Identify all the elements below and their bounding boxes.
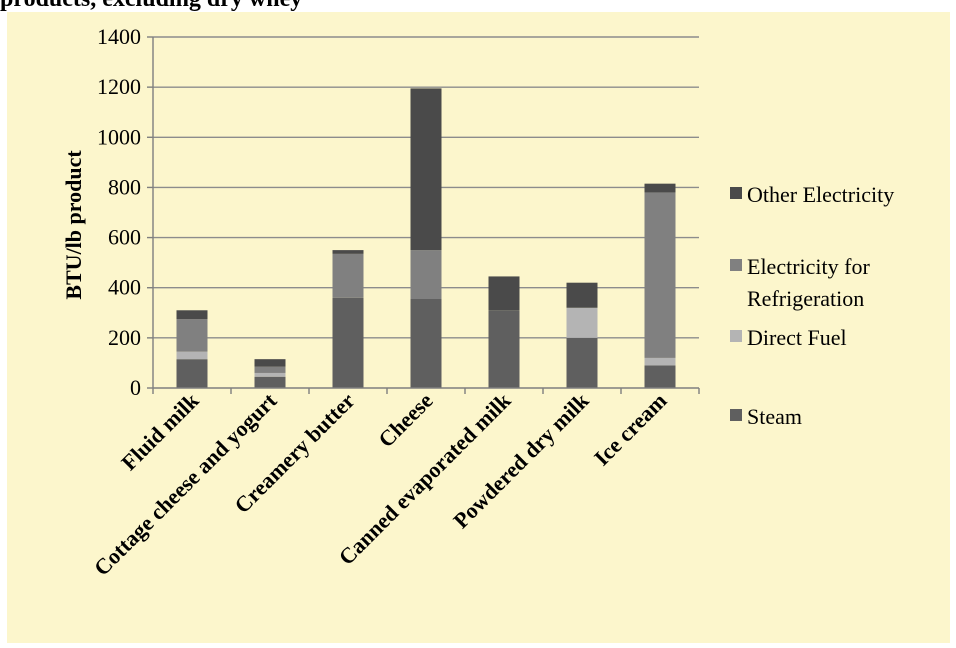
bar-direct-fuel-2 [254,372,286,377]
bar-other-electricity-5 [488,276,520,311]
x-category-label-7: Ice cream [589,388,672,471]
bar-electricity-for-refrigeration-2 [254,366,286,373]
chart-title: products, excluding dry whey [0,0,302,13]
legend-label-steam: Steam [747,404,802,429]
bar-electricity-for-refrigeration-7 [644,192,676,358]
bar-other-electricity-3 [332,250,364,254]
y-tick-label-600: 600 [108,225,141,250]
legend: Other Electricity Electricity for Refriger… [730,182,894,429]
bar-steam-7 [644,365,676,388]
y-tick-labels: 0 200 400 600 800 1000 1200 1400 [97,24,141,400]
bar-steam-6 [566,337,598,388]
legend-swatch-direct-fuel [730,330,742,342]
bar-steam-4 [410,298,442,388]
bar-direct-fuel-1 [176,351,208,360]
bar-direct-fuel-6 [566,307,598,338]
chart-area: 0 200 400 600 800 1000 1200 1400 Fluid milk Cott… [7,12,950,643]
legend-label-line: Other Electricity [747,182,894,207]
y-tick-label-0: 0 [130,375,141,400]
y-tick-label-200: 200 [108,325,141,350]
y-tick-label-1400: 1400 [97,24,141,49]
bar-electricity-for-refrigeration-4 [410,250,442,299]
legend-swatch-other-electricity [730,187,742,199]
y-tick-label-800: 800 [108,174,141,199]
bar-steam-3 [332,297,364,388]
legend-label-direct-fuel: Direct Fuel [747,325,847,350]
stacked-bar-chart: 0 200 400 600 800 1000 1200 1400 Fluid milkCott… [61,24,894,581]
legend-swatch-electricity-for-refrigeration [730,259,742,271]
axes [147,36,700,394]
legend-swatch-steam [730,409,742,421]
y-tick-label-1200: 1200 [97,74,141,99]
legend-label-other-electricity: Other Electricity [747,182,894,207]
bar-electricity-for-refrigeration-1 [176,319,208,352]
bar-other-electricity-1 [176,310,208,320]
bar-steam-1 [176,359,208,388]
legend-label-line: Electricity for [747,254,870,279]
bar-electricity-for-refrigeration-3 [332,253,364,298]
bar-other-electricity-4 [410,88,442,251]
legend-label-line: Steam [747,404,802,429]
legend-label-electricity-for-refrigeration: Electricity for Refrigeration [747,254,870,311]
bar-steam-2 [254,376,286,388]
bar-direct-fuel-7 [644,357,676,366]
y-tick-label-1000: 1000 [97,124,141,149]
legend-label-line: Direct Fuel [747,325,847,350]
x-category-label-4: Cheese [373,388,437,452]
y-tick-label-400: 400 [108,275,141,300]
legend-label-line: Refrigeration [747,286,864,311]
bar-other-electricity-2 [254,359,286,367]
bar-other-electricity-6 [566,282,598,308]
bar-other-electricity-7 [644,183,676,193]
y-axis-title: BTU/lb product [61,150,86,300]
bar-steam-5 [488,310,520,388]
x-category-label-6: Powdered dry milk [448,387,594,533]
bars [176,88,676,388]
